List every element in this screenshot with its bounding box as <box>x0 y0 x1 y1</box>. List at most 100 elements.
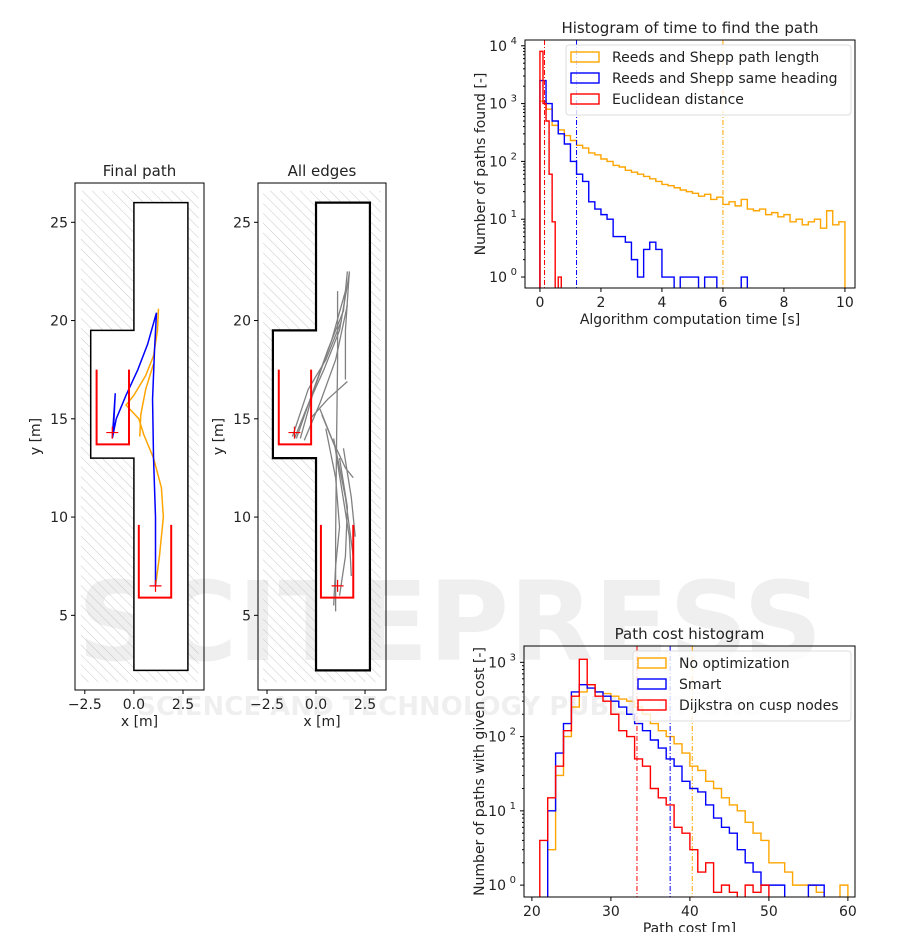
search-edge <box>291 320 343 437</box>
y-tick-exponent: 2 <box>510 727 516 738</box>
x-tick-label: 40 <box>681 904 699 920</box>
y-tick-label: 15 <box>50 412 68 428</box>
y-tick-label: 10 0 <box>488 875 516 894</box>
search-edge <box>333 438 352 577</box>
y-tick-label: 10 4 <box>489 36 517 55</box>
histogram-series <box>539 658 770 897</box>
y-tick-exponent: 1 <box>511 209 517 220</box>
y-tick-label: 15 <box>233 412 251 428</box>
x-axis-label: x [m] <box>121 714 158 730</box>
y-tick-label: 5 <box>242 608 251 624</box>
pose-marker <box>106 426 119 439</box>
chart-title: All edges <box>288 162 357 180</box>
y-tick-label: 20 <box>50 314 68 330</box>
y-tick-label: 10 1 <box>488 801 516 820</box>
legend-label: Reeds and Shepp same heading <box>612 71 838 87</box>
search-edge <box>342 448 356 537</box>
x-tick-label: 2.5 <box>354 697 376 713</box>
y-tick-label: 10 3 <box>489 94 517 113</box>
x-tick-label: 2 <box>596 295 605 311</box>
y-tick-exponent: 0 <box>511 267 517 278</box>
y-tick-label: 10 <box>233 510 251 526</box>
y-tick-exponent: 1 <box>510 801 516 812</box>
y-tick-exponent: 2 <box>511 151 517 162</box>
y-tick-exponent: 3 <box>510 652 516 663</box>
legend-swatch <box>570 72 600 84</box>
x-axis-label: Algorithm computation time [s] <box>580 312 800 328</box>
legend-swatch <box>570 93 600 105</box>
y-tick-exponent: 0 <box>510 875 516 886</box>
search-edge <box>344 271 350 380</box>
search-edge <box>293 273 350 439</box>
legend-label: No optimization <box>679 656 790 672</box>
corridor-outline <box>89 201 189 672</box>
y-axis-label: y [m] <box>28 418 44 455</box>
legend-label: Reeds and Shepp path length <box>612 50 819 66</box>
parking-box <box>137 524 173 599</box>
x-tick-label: 6 <box>718 295 727 311</box>
legend-swatch <box>637 678 667 690</box>
y-tick-label: 10 2 <box>489 151 517 170</box>
path-line <box>139 363 155 437</box>
axes-frame <box>524 39 856 289</box>
histogram-series <box>539 79 749 288</box>
x-tick-label: 8 <box>779 295 788 311</box>
search-edge <box>338 458 349 596</box>
histogram-series <box>539 50 562 288</box>
y-axis-label: Number of paths with given cost [-] <box>472 647 488 896</box>
x-tick-label: 10 <box>836 295 854 311</box>
pose-marker <box>331 579 344 592</box>
legend-swatch <box>637 657 667 669</box>
legend-label: Dijkstra on cusp nodes <box>679 698 839 714</box>
x-axis-label: x [m] <box>303 714 340 730</box>
x-tick-label: 0.0 <box>123 697 145 713</box>
x-tick-label: 20 <box>523 904 541 920</box>
legend-frame <box>632 650 852 722</box>
pose-marker <box>288 426 301 439</box>
y-tick-label: 10 2 <box>488 727 516 746</box>
y-tick-label: 10 1 <box>489 209 517 228</box>
legend-label: Smart <box>679 677 722 693</box>
legend: Reeds and Shepp path length Reeds and She… <box>565 44 852 116</box>
chart-title: Histogram of time to find the path <box>561 19 818 37</box>
axes-frame <box>257 182 387 691</box>
y-tick-exponent: 4 <box>511 36 517 47</box>
x-tick-label: 2.5 <box>172 697 194 713</box>
x-axis-label: Path cost [m] <box>643 921 736 932</box>
legend: No optimization Smart Dijkstra on cusp nod… <box>632 650 852 722</box>
histogram-series <box>539 100 846 288</box>
x-tick-label: 50 <box>760 904 778 920</box>
legend-swatch <box>570 51 600 63</box>
x-tick-label: −2.5 <box>250 697 284 713</box>
y-tick-exponent: 3 <box>511 94 517 105</box>
parking-box <box>95 369 130 446</box>
chart-1: 5 10 15 20 25 −2.5 0.0 2.5 All edges x [m] y [m] <box>211 162 387 730</box>
y-tick-label: 25 <box>233 215 251 231</box>
legend-label: Euclidean distance <box>612 92 744 108</box>
parking-box <box>277 369 313 446</box>
axes-frame <box>74 182 205 691</box>
legend-frame <box>565 44 852 116</box>
chart-title: Final path <box>103 162 176 180</box>
x-tick-label: −2.5 <box>68 697 102 713</box>
y-axis-label: y [m] <box>211 418 227 455</box>
chart-0: 5 10 15 20 25 −2.5 0.0 2.5 Final path x [m] y [m] <box>28 162 205 730</box>
y-tick-label: 10 <box>50 510 68 526</box>
y-tick-label: 5 <box>59 608 68 624</box>
y-tick-label: 20 <box>233 314 251 330</box>
y-tick-label: 10 0 <box>489 267 517 286</box>
plot-area <box>80 190 199 683</box>
search-edge <box>325 428 341 606</box>
y-tick-label: 25 <box>50 215 68 231</box>
x-tick-label: 0.0 <box>305 697 327 713</box>
x-tick-label: 60 <box>839 904 857 920</box>
legend-swatch <box>637 699 667 711</box>
search-edge <box>309 380 348 420</box>
x-tick-label: 30 <box>602 904 620 920</box>
x-tick-label: 4 <box>657 295 666 311</box>
y-axis-label: Number of paths found [-] <box>473 73 489 256</box>
plot-area <box>263 190 381 683</box>
chart-title: Path cost histogram <box>615 625 765 643</box>
